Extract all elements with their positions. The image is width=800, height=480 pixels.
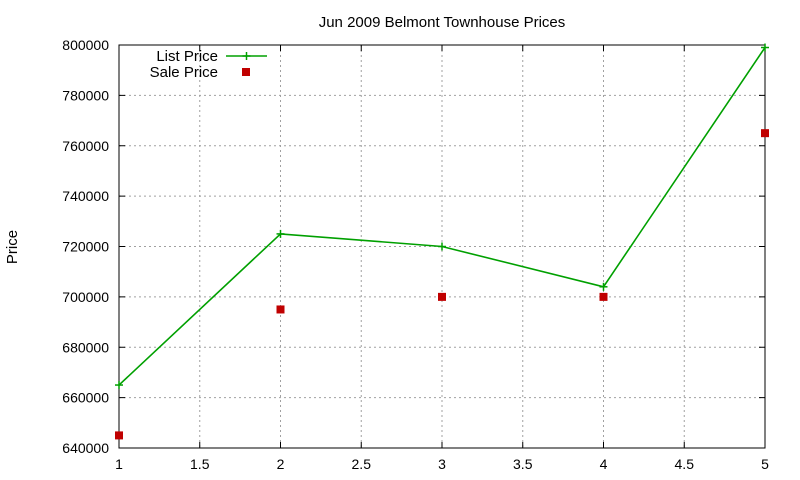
chart-title: Jun 2009 Belmont Townhouse Prices — [319, 14, 566, 31]
y-axis-label: Price — [4, 230, 21, 264]
sale-price-point — [115, 431, 123, 440]
x-tick-label: 3 — [438, 456, 446, 472]
x-tick-label: 2 — [277, 456, 285, 472]
x-tick-label: 4.5 — [675, 456, 695, 472]
x-tick-label: 2.5 — [352, 456, 372, 472]
legend-square-swatch — [242, 68, 250, 76]
sale-price-point — [276, 305, 285, 314]
x-tick-label: 5 — [761, 456, 769, 472]
legend-plus-swatch — [242, 52, 251, 60]
list-price-point — [276, 229, 285, 238]
y-tick-label: 660000 — [62, 390, 109, 406]
list-price-point — [599, 282, 608, 291]
y-tick-label: 640000 — [62, 440, 109, 456]
sale-price-point — [438, 292, 446, 301]
legend-label: List Price — [156, 48, 218, 65]
x-tick-label: 1 — [115, 456, 123, 472]
x-tick-label: 1.5 — [190, 456, 210, 472]
y-tick-label: 680000 — [62, 339, 109, 355]
y-tick-label: 800000 — [62, 37, 109, 53]
y-tick-label: 720000 — [62, 239, 109, 255]
list-price-point — [115, 381, 123, 390]
y-tick-label: 760000 — [62, 138, 109, 154]
sale-price-point — [599, 292, 608, 301]
axis-ticks: 1 1.5 2 2.5 3 3.5 4 4.5 5 640000 660000 680000 70000… — [62, 37, 769, 472]
x-tick-label: 3.5 — [513, 456, 533, 472]
series — [115, 43, 769, 440]
list-price-point — [438, 242, 446, 251]
y-tick-label: 740000 — [62, 188, 109, 204]
list-price-point — [761, 43, 769, 52]
legend-label: Sale Price — [150, 64, 218, 81]
sale-price-point — [761, 129, 769, 138]
y-tick-label: 700000 — [62, 289, 109, 305]
y-tick-label: 780000 — [62, 87, 109, 103]
x-tick-label: 4 — [600, 456, 608, 472]
